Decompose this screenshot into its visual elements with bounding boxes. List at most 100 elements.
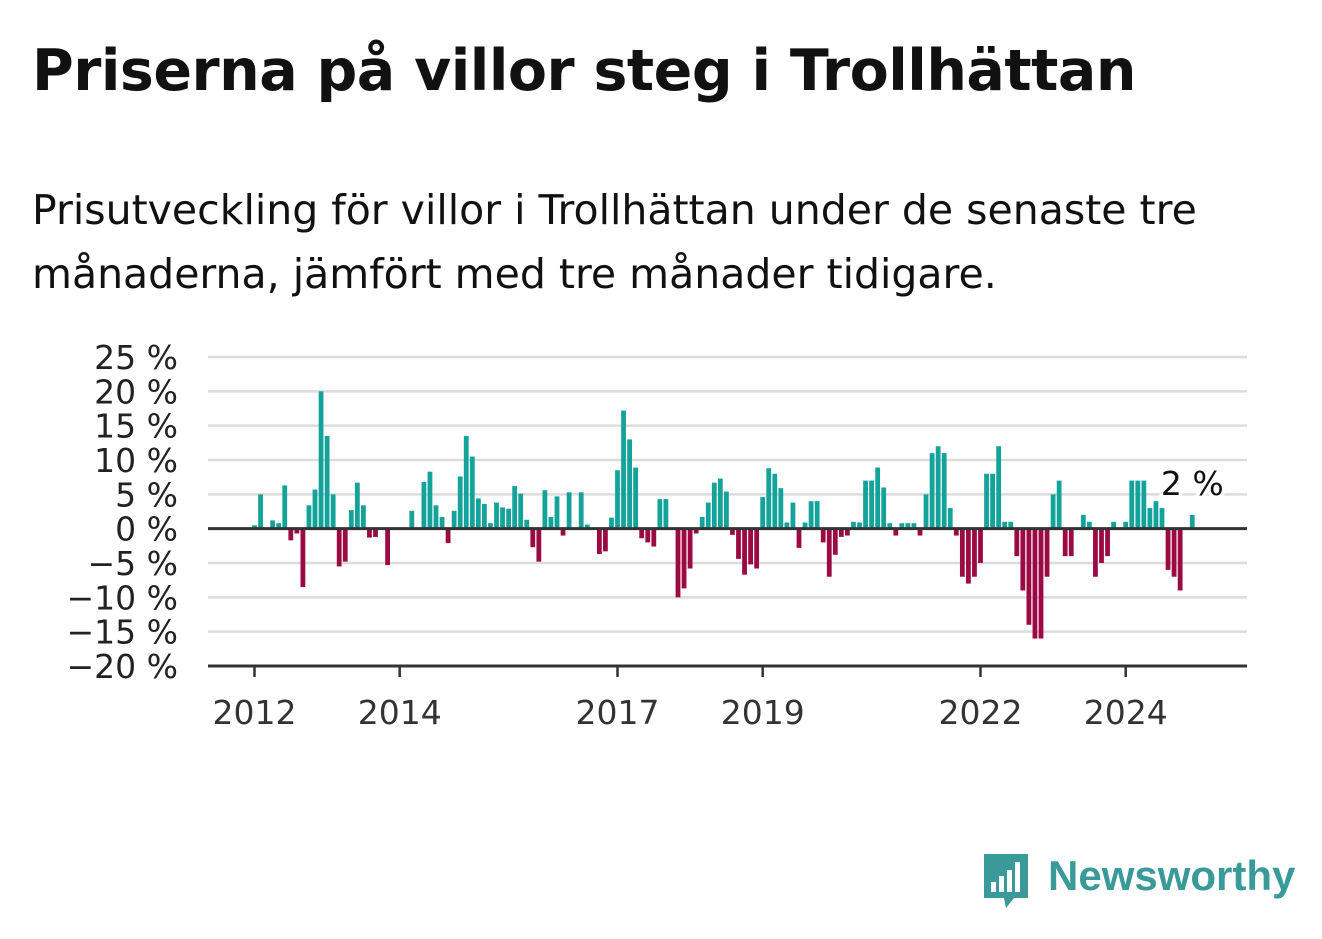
bar — [1171, 528, 1177, 577]
bar — [1044, 528, 1050, 577]
bar — [1177, 528, 1183, 591]
bar — [542, 490, 548, 529]
bar-series — [252, 391, 1195, 639]
bar — [312, 489, 318, 529]
bar — [711, 482, 717, 529]
bar — [863, 480, 868, 529]
bar — [621, 410, 626, 529]
bar — [917, 528, 923, 536]
bar — [881, 487, 887, 529]
y-tick-label: −20 % — [67, 647, 179, 686]
bar — [330, 494, 336, 529]
bar — [772, 473, 778, 529]
bar — [893, 528, 899, 536]
bar — [270, 520, 276, 529]
bar — [1099, 528, 1104, 563]
bar — [524, 519, 530, 529]
bar — [1020, 528, 1026, 591]
bar — [518, 493, 524, 529]
bar-chart: 25 %20 %15 %10 %5 %0 %−5 %−10 %−15 %−20 … — [67, 338, 1247, 732]
bar — [675, 528, 681, 598]
chart-subtitle: Prisutveckling för villor i Trollhättan … — [32, 186, 1197, 298]
bar — [336, 528, 342, 567]
bar — [996, 446, 1002, 529]
bar — [1165, 528, 1171, 570]
bar — [899, 523, 905, 529]
bar — [838, 528, 844, 537]
bar — [409, 510, 415, 529]
bar — [1008, 521, 1014, 529]
bar — [953, 528, 959, 536]
y-tick-label: 5 % — [115, 475, 178, 514]
bar — [845, 528, 850, 536]
bar — [929, 453, 935, 529]
bar — [457, 476, 463, 529]
bar — [439, 516, 445, 529]
bar — [966, 528, 971, 584]
y-tick-label: 25 % — [94, 338, 178, 377]
bar — [548, 516, 554, 529]
bar — [657, 499, 663, 529]
bar — [742, 528, 747, 575]
bar — [427, 471, 433, 529]
bar — [645, 528, 651, 543]
bar — [875, 467, 881, 529]
bar — [354, 482, 360, 529]
axes — [208, 527, 1247, 668]
bar — [1105, 528, 1110, 557]
bar — [1111, 521, 1116, 529]
bar — [717, 478, 723, 529]
bar — [1050, 494, 1056, 529]
bar — [1014, 528, 1020, 557]
bar — [1080, 514, 1086, 529]
bar — [385, 528, 390, 566]
bar — [560, 528, 566, 536]
bar — [596, 528, 602, 555]
bar — [687, 528, 693, 569]
bar — [463, 435, 469, 529]
y-tick-label: 20 % — [94, 372, 178, 411]
bar — [978, 528, 983, 563]
bar — [1032, 528, 1038, 639]
last-value-label: 2 % — [1161, 464, 1224, 503]
annotations: 2 % — [1157, 460, 1227, 506]
bar — [530, 528, 536, 548]
bar — [627, 439, 632, 529]
bar — [1056, 480, 1062, 529]
bar — [935, 446, 941, 529]
bar — [276, 523, 282, 529]
bar — [887, 523, 893, 529]
bar — [748, 528, 753, 565]
y-tick-label: −15 % — [67, 613, 179, 652]
bar — [258, 494, 263, 529]
newsworthy-logo: Newsworthy — [980, 850, 1300, 912]
bar — [796, 528, 802, 548]
bar — [941, 453, 947, 529]
bar — [288, 528, 294, 541]
bar — [300, 528, 306, 588]
bar — [730, 528, 735, 535]
x-tick-label: 2014 — [358, 693, 442, 732]
bar — [584, 524, 590, 529]
bar — [1026, 528, 1032, 625]
bar — [367, 528, 372, 538]
bar — [1141, 480, 1147, 529]
bar — [475, 498, 481, 529]
bar — [754, 528, 760, 569]
x-tick-label: 2019 — [721, 693, 805, 732]
y-tick-label: 10 % — [94, 441, 178, 480]
brand-name: Newsworthy — [1048, 852, 1296, 899]
x-tick-label: 2022 — [939, 693, 1023, 732]
bar — [736, 528, 741, 559]
bar — [633, 467, 639, 529]
bar — [578, 492, 584, 529]
x-tick-label: 2017 — [576, 693, 660, 732]
bar — [784, 522, 790, 529]
y-axis-labels: 25 %20 %15 %10 %5 %0 %−5 %−10 %−15 %−20 … — [67, 338, 179, 686]
bar — [1093, 528, 1098, 577]
bar — [282, 485, 288, 529]
x-axis-labels: 2012 2014 2017 2019 2022 2024 — [213, 666, 1168, 732]
bar — [324, 435, 330, 529]
bar — [760, 497, 766, 529]
bar — [1087, 521, 1092, 529]
